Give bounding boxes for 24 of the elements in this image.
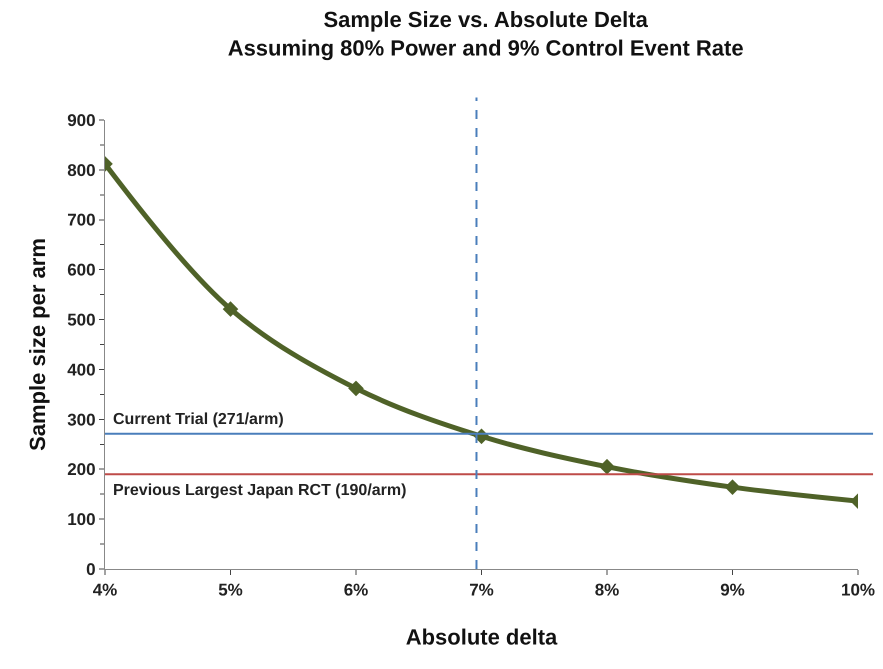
x-tick-label: 5% [218,580,243,600]
y-tick-label: 500 [67,310,96,330]
y-tick-label: 300 [67,410,96,430]
ref-line-label: Current Trial (271/arm) [113,411,284,428]
point [599,458,615,475]
x-tick-label: 10% [840,580,876,600]
y-tick-label: 700 [67,210,96,230]
y-axis-title: Sample size per arm [25,238,50,451]
point [348,380,364,396]
y-tick-label: 800 [67,160,96,180]
chart-title: Sample Size vs. Absolute Delta Assuming 80% Power and 9% Control Event Rate [228,6,744,60]
x-tick-label: 8% [594,580,620,600]
y-tick-label: 0 [86,560,96,579]
y-tick-label: 200 [67,460,96,480]
x-tick-label: 4% [92,580,118,600]
x-tick-label: 7% [469,580,494,600]
ref-line-label: Previous Largest Japan RCT (190/arm) [113,482,406,499]
x-tick-label: 6% [344,580,368,600]
y-tick-label: 600 [67,260,96,280]
y-tick-label: 900 [67,110,96,130]
y-tick-label: 400 [67,360,96,380]
y-tick-label: 100 [67,510,96,530]
x-axis-title: Absolute delta [406,624,558,650]
x-tick-label: 9% [720,580,745,600]
